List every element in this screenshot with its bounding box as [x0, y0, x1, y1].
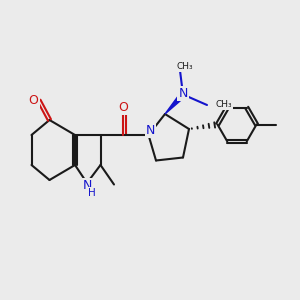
- Text: N: N: [178, 87, 188, 101]
- Text: N: N: [146, 124, 155, 137]
- Text: O: O: [29, 94, 38, 107]
- Polygon shape: [165, 92, 185, 114]
- Text: CH₃: CH₃: [176, 62, 193, 71]
- Text: CH₃: CH₃: [215, 100, 232, 109]
- Text: H: H: [88, 188, 96, 198]
- Text: N: N: [82, 179, 92, 192]
- Text: O: O: [118, 100, 128, 114]
